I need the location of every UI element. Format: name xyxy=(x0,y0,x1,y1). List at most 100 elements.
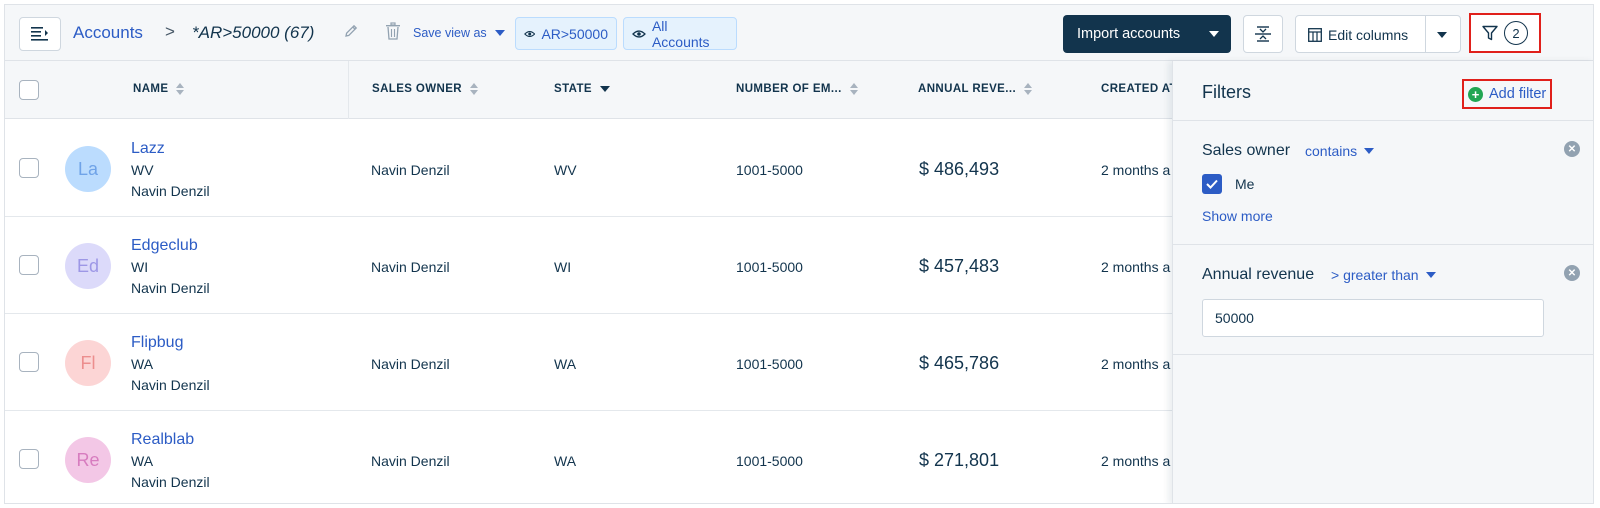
eye-icon xyxy=(524,30,536,37)
column-header-sales-owner[interactable]: SALES OWNER xyxy=(372,83,479,95)
column-header-label: STATE xyxy=(554,83,592,95)
row-checkbox[interactable] xyxy=(19,158,39,178)
cell-created-at: 2 months a xyxy=(1101,453,1171,469)
row-checkbox[interactable] xyxy=(19,449,39,469)
column-header-state[interactable]: STATE xyxy=(554,83,610,95)
caret-down-icon xyxy=(1425,272,1436,278)
remove-filter-icon[interactable]: ✕ xyxy=(1564,265,1580,281)
save-view-as-dropdown[interactable]: Save view as xyxy=(413,26,505,40)
select-all-checkbox[interactable] xyxy=(19,80,39,100)
add-filter-label: Add filter xyxy=(1489,86,1547,102)
filter-field-label: Annual revenue xyxy=(1202,266,1315,283)
table-row[interactable]: Re Realblab WA Navin Denzil Navin Denzil WA 10… xyxy=(5,411,1172,503)
account-name-link[interactable]: Edgeclub xyxy=(131,237,198,254)
row-density-button[interactable] xyxy=(1243,15,1283,53)
cell-created-at: 2 months a xyxy=(1101,259,1171,275)
cell-state: WI xyxy=(554,259,572,275)
cell-created-at: 2 months a xyxy=(1101,356,1171,372)
view-chip-label: AR>50000 xyxy=(541,25,608,42)
column-header-created-at[interactable]: CREATED AT xyxy=(1101,83,1177,95)
account-owner-subtext: Navin Denzil xyxy=(131,377,210,393)
filter-field-label: Sales owner xyxy=(1202,142,1291,159)
account-name-link[interactable]: Flipbug xyxy=(131,334,184,351)
cell-sales-owner: Navin Denzil xyxy=(371,453,450,469)
table-row[interactable]: Fl Flipbug WA Navin Denzil Navin Denzil WA 100… xyxy=(5,314,1172,411)
accounts-page: Accounts > *AR>50000 (67) Save view as A… xyxy=(4,4,1594,504)
cell-employees: 1001-5000 xyxy=(736,259,803,275)
column-header-revenue[interactable]: ANNUAL REVE... xyxy=(918,83,1033,95)
table-row[interactable]: La Lazz WV Navin Denzil Navin Denzil WV 1001-5… xyxy=(5,120,1172,217)
avatar-initials: Fl xyxy=(80,352,96,373)
import-accounts-button[interactable]: Import accounts xyxy=(1063,15,1231,53)
cell-state: WA xyxy=(554,356,577,372)
checkmark-icon xyxy=(1206,179,1218,189)
account-owner-subtext: Navin Denzil xyxy=(131,183,210,199)
column-header-label: NUMBER OF EM... xyxy=(736,83,842,95)
trash-icon[interactable] xyxy=(385,22,401,40)
filter-annual-revenue: Annual revenue > greater than ✕ xyxy=(1173,245,1593,355)
avatar: Re xyxy=(65,437,111,483)
cell-state: WA xyxy=(554,453,577,469)
account-name-link[interactable]: Lazz xyxy=(131,140,165,157)
column-header-name[interactable]: NAME xyxy=(133,83,185,95)
filter-operator-dropdown[interactable]: contains xyxy=(1305,143,1375,159)
account-owner-subtext: Navin Denzil xyxy=(131,280,210,296)
cell-annual-revenue: $ 486,493 xyxy=(919,159,1000,179)
view-chip-ar50000[interactable]: AR>50000 xyxy=(515,17,617,50)
avatar: La xyxy=(65,146,111,192)
caret-down-icon xyxy=(1364,148,1375,154)
caret-down-icon[interactable] xyxy=(1437,32,1447,38)
cell-annual-revenue: $ 465,786 xyxy=(919,353,1000,373)
cell-sales-owner: Navin Denzil xyxy=(371,162,450,178)
cell-created-at: 2 months a xyxy=(1101,162,1171,178)
filter-operator-label: contains xyxy=(1305,143,1358,159)
plus-circle-icon: + xyxy=(1468,86,1483,102)
table-header: NAME SALES OWNER STATE NUMBER OF EM... A… xyxy=(5,61,1177,119)
filter-sales-owner: Sales owner contains ✕ Me Show more xyxy=(1173,121,1593,245)
column-header-employees[interactable]: NUMBER OF EM... xyxy=(736,83,858,95)
caret-down-icon xyxy=(494,30,505,36)
column-header-label: SALES OWNER xyxy=(372,83,463,95)
avatar: Ed xyxy=(65,243,111,289)
annual-revenue-value-input[interactable] xyxy=(1202,299,1544,337)
breadcrumb-accounts-link[interactable]: Accounts xyxy=(73,23,143,42)
cell-sales-owner: Navin Denzil xyxy=(371,356,450,372)
column-header-label: ANNUAL REVE... xyxy=(918,83,1017,95)
sort-icon xyxy=(849,83,858,95)
show-more-link[interactable]: Show more xyxy=(1202,208,1273,224)
columns-icon xyxy=(1308,28,1322,42)
save-view-as-label: Save view as xyxy=(413,26,487,40)
sidebar-toggle-button[interactable] xyxy=(19,17,61,51)
filter-count-badge: 2 xyxy=(1504,21,1528,45)
account-state-subtext: WI xyxy=(131,259,149,275)
column-header-label: NAME xyxy=(133,83,169,95)
cell-employees: 1001-5000 xyxy=(736,356,803,372)
sort-icon xyxy=(1024,83,1033,95)
pencil-icon[interactable] xyxy=(343,23,359,39)
table-row[interactable]: Ed Edgeclub WI Navin Denzil Navin Denzil WI 10… xyxy=(5,217,1172,314)
collapse-rows-icon xyxy=(1255,26,1271,42)
filters-panel-title: Filters xyxy=(1202,82,1251,102)
option-me-label[interactable]: Me xyxy=(1235,176,1255,192)
avatar-initials: Re xyxy=(76,449,100,470)
remove-filter-icon[interactable]: ✕ xyxy=(1564,141,1580,157)
sort-icon xyxy=(176,83,185,95)
option-me-checkbox[interactable] xyxy=(1202,174,1222,194)
account-state-subtext: WA xyxy=(131,356,154,372)
caret-down-icon[interactable] xyxy=(1209,31,1219,37)
filter-toggle-button[interactable]: 2 xyxy=(1469,13,1541,53)
account-owner-subtext: Navin Denzil xyxy=(131,474,210,490)
row-checkbox[interactable] xyxy=(19,352,39,372)
cell-annual-revenue: $ 457,483 xyxy=(919,256,1000,276)
view-chip-all-accounts[interactable]: All Accounts xyxy=(623,17,737,50)
cell-annual-revenue: $ 271,801 xyxy=(919,450,1000,470)
add-filter-button[interactable]: + Add filter xyxy=(1462,79,1553,109)
menu-collapse-icon xyxy=(31,27,48,41)
filter-operator-dropdown[interactable]: > greater than xyxy=(1331,267,1436,283)
edit-columns-button[interactable]: Edit columns xyxy=(1295,15,1461,53)
row-checkbox[interactable] xyxy=(19,255,39,275)
filter-icon xyxy=(1482,25,1498,41)
account-name-link[interactable]: Realblab xyxy=(131,431,195,448)
cell-employees: 1001-5000 xyxy=(736,162,803,178)
eye-icon xyxy=(632,29,646,38)
